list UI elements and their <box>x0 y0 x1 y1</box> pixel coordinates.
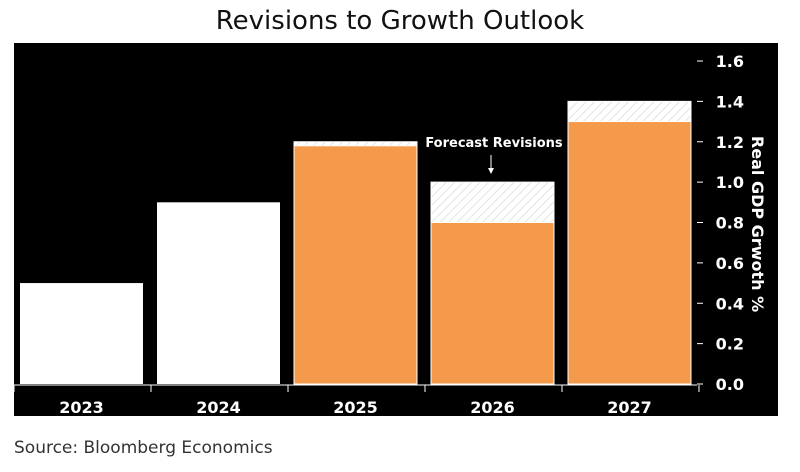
y-tick-label: 1.0 <box>716 173 744 192</box>
bar-2027 <box>567 121 692 385</box>
x-tick-label-2024: 2024 <box>196 398 241 417</box>
y-tick-label: 0.4 <box>716 294 744 313</box>
bar-2025 <box>293 145 418 385</box>
chart-title: Revisions to Growth Outlook <box>215 6 585 36</box>
y-tick-label: 0.8 <box>716 214 744 233</box>
annotation-arrowhead <box>488 168 494 174</box>
y-tick-label: 1.2 <box>716 133 744 152</box>
y-tick-label: 1.4 <box>716 92 744 111</box>
y-tick-label: 0.2 <box>716 335 744 354</box>
annotation-forecast-revisions: Forecast Revisions <box>425 136 563 151</box>
y-tick-label: 1.6 <box>716 52 744 71</box>
bar-2024 <box>157 202 280 384</box>
x-tick-label-2025: 2025 <box>333 398 378 417</box>
y-axis-title: Real GDP Grwoth % <box>748 136 767 312</box>
x-tick-label-2027: 2027 <box>607 398 652 417</box>
x-tick-label-2023: 2023 <box>59 398 104 417</box>
bar-2023 <box>20 283 143 384</box>
x-tick-label-2026: 2026 <box>470 398 515 417</box>
y-tick-label: 0.0 <box>716 375 744 394</box>
y-tick-label: 0.6 <box>716 254 744 273</box>
bar-2026 <box>430 222 555 385</box>
source-note: Source: Bloomberg Economics <box>14 438 273 458</box>
